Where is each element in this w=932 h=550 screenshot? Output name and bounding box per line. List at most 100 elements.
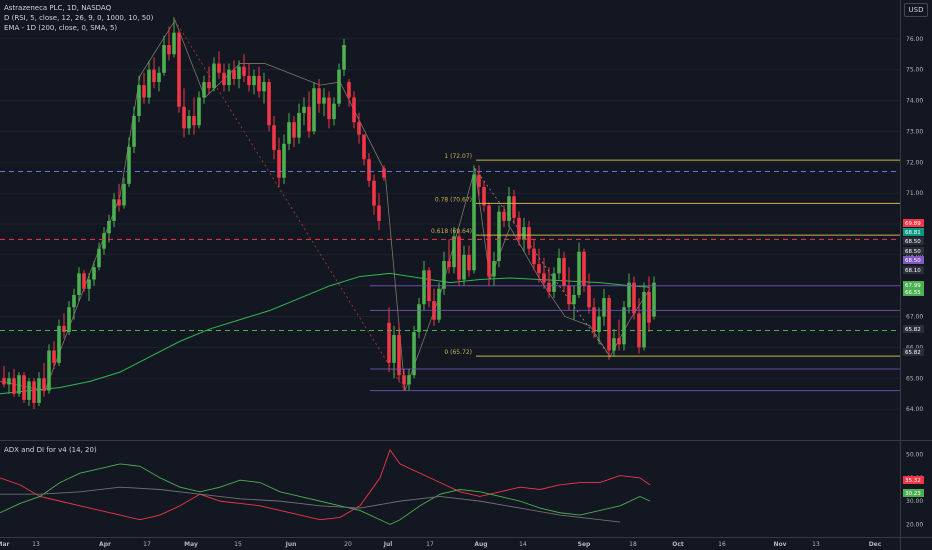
candle-body	[122, 183, 126, 206]
candle-body	[67, 307, 71, 332]
candlestick-series	[2, 17, 656, 410]
candle-body	[367, 159, 371, 181]
candle-body	[137, 85, 141, 116]
price-tick-label: 69.00	[906, 252, 923, 259]
candle-body	[567, 285, 571, 305]
candle-body	[7, 378, 11, 385]
candle-body	[602, 298, 606, 317]
candle-body	[552, 273, 556, 292]
candle-body	[62, 325, 66, 332]
candle-body	[537, 264, 541, 274]
candle-body	[337, 69, 341, 104]
candle-body	[632, 282, 636, 314]
candle-body	[397, 335, 401, 376]
price-label-pill	[903, 325, 924, 333]
candle-body	[167, 45, 171, 55]
price-label-text: 65.82	[905, 350, 921, 356]
adx-tick-label: 20.00	[906, 521, 923, 528]
candle-body	[277, 149, 281, 178]
price-label-text: 67.99	[905, 283, 921, 289]
adx-value-text: 30.23	[905, 491, 921, 497]
price-label-text: 66.55	[905, 290, 921, 296]
candle-body	[292, 122, 296, 138]
candle-body	[52, 350, 56, 363]
candle-body	[617, 338, 621, 345]
time-tick-label: 20	[344, 541, 352, 548]
candle-body	[597, 316, 601, 332]
candle-body	[607, 298, 611, 351]
candle-body	[627, 282, 631, 308]
candle-body	[142, 85, 146, 98]
candle-body	[317, 88, 321, 104]
fib-overlays: 1 (72.07) 0.78 (70.67) 0.618 (69.64) 0 (65.…	[0, 153, 900, 392]
adx-series-line	[0, 486, 621, 523]
candle-body	[197, 97, 201, 126]
candle-body	[647, 291, 651, 323]
adx-value-pill	[903, 489, 924, 497]
candle-body	[457, 236, 461, 280]
fib-level-label: 0 (65.72)	[444, 349, 472, 356]
price-label-pill	[903, 281, 924, 289]
candle-body	[417, 304, 421, 332]
time-tick-label: Sep	[578, 541, 591, 548]
candle-body	[482, 186, 486, 206]
candle-body	[467, 254, 471, 271]
candle-body	[152, 69, 156, 83]
ema-200-path	[0, 272, 651, 395]
candle-body	[487, 205, 491, 277]
candle-body	[97, 248, 101, 268]
candle-body	[147, 69, 151, 98]
price-label-pill	[903, 348, 924, 356]
candle-body	[232, 69, 236, 79]
candle-body	[327, 97, 331, 120]
candle-body	[157, 72, 161, 83]
candle-body	[592, 307, 596, 332]
candle-body	[437, 288, 441, 320]
time-tick-label: 17	[143, 541, 151, 548]
candle-body	[332, 103, 336, 120]
adx-tick-label: 30.00	[906, 498, 923, 505]
candle-body	[492, 261, 496, 277]
candle-body	[92, 267, 96, 280]
candle-body	[247, 75, 251, 86]
candle-body	[2, 378, 6, 385]
candle-body	[452, 236, 456, 268]
price-label-pill	[903, 237, 924, 245]
price-tick-label: 74.00	[906, 98, 923, 105]
candle-body	[562, 257, 566, 286]
time-tick-label: 13	[812, 541, 820, 548]
candle-body	[267, 82, 271, 126]
candle-body	[272, 125, 276, 150]
chart-title: Astrazeneca PLC, 1D, NASDAQ	[4, 4, 112, 12]
price-label-pill	[903, 228, 924, 236]
time-tick-label: 18	[629, 541, 637, 548]
diagonal-guide	[474, 168, 611, 357]
indicator-ema-label: EMA - 1D (200, close, 0, SMA, 5)	[4, 24, 118, 32]
candle-body	[47, 350, 51, 391]
candle-body	[227, 69, 231, 86]
candle-body	[527, 227, 531, 249]
candle-body	[57, 325, 61, 363]
candle-body	[42, 378, 46, 391]
candle-body	[497, 211, 501, 262]
candle-body	[542, 273, 546, 283]
candle-body	[372, 180, 376, 206]
candle-body	[262, 82, 266, 92]
axes: 76.0075.0074.0073.0072.0071.0070.0069.00…	[0, 36, 924, 548]
price-label-text: 68.50	[905, 249, 921, 255]
price-label-pill	[903, 256, 924, 264]
candle-body	[407, 375, 411, 385]
candle-body	[582, 251, 586, 286]
currency-button[interactable]: USD	[904, 3, 928, 17]
candle-body	[217, 63, 221, 73]
candle-body	[257, 75, 261, 92]
candle-body	[362, 134, 366, 160]
candle-body	[12, 378, 16, 394]
candle-body	[517, 217, 521, 240]
candle-body	[307, 106, 311, 132]
candle-body	[17, 375, 21, 394]
candle-body	[612, 338, 616, 351]
